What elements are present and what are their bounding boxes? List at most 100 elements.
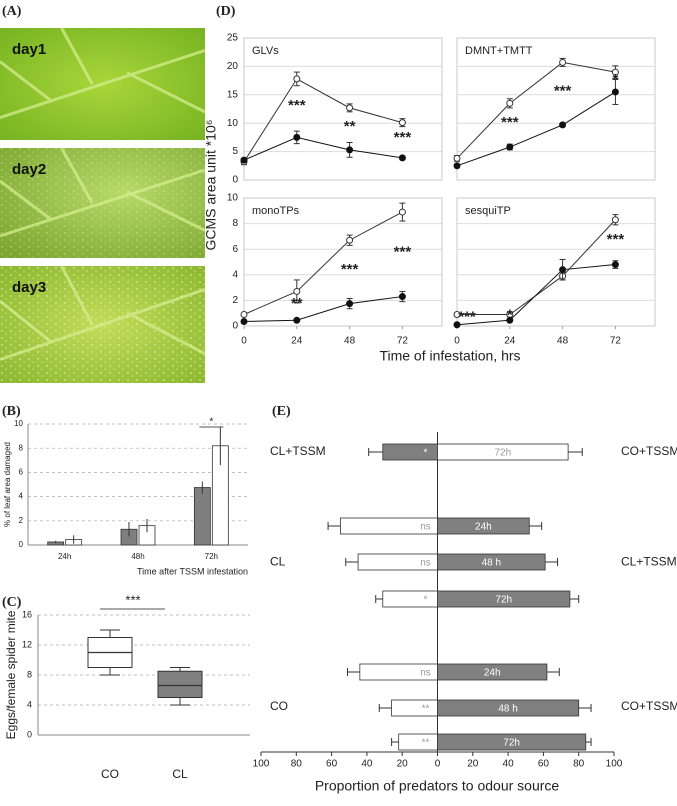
- data-point: [398, 119, 406, 127]
- series-line: [456, 91, 616, 167]
- day-label: day2: [12, 161, 46, 178]
- data-point: [398, 208, 406, 216]
- bar-label: ns: [420, 522, 431, 533]
- bar: [193, 487, 211, 546]
- x-tick-label: 20: [467, 759, 479, 770]
- data-point: [453, 310, 461, 318]
- significance-label: *: [507, 306, 513, 323]
- x-axis-label: Time of infestation, hrs: [379, 348, 520, 364]
- y-tick-label: 4: [232, 269, 238, 280]
- x-tick-label: 60: [326, 759, 338, 770]
- data-point: [559, 121, 567, 129]
- bar: [437, 733, 587, 751]
- y-tick-label: 8: [19, 443, 24, 452]
- significance-label: **: [291, 295, 303, 312]
- x-axis-label: Proportion of predators to odour source: [315, 778, 560, 794]
- y-tick-label: 0: [19, 540, 24, 549]
- left-group-label: CL: [270, 555, 286, 569]
- y-tick-label: 6: [19, 468, 24, 477]
- bar-label: 72h: [494, 448, 511, 459]
- right-group-label: CO+TSSM: [621, 699, 677, 713]
- significance-label: ***: [458, 309, 476, 326]
- subplot-title: sesquiTP: [465, 205, 511, 217]
- day-label: day3: [12, 279, 46, 296]
- subplot-title: DMNT+TMTT: [465, 45, 533, 57]
- bar: [398, 733, 438, 751]
- series-line: [243, 78, 403, 163]
- y-tick-label: 8: [232, 218, 238, 229]
- bar: [437, 553, 546, 571]
- significance-label: ***: [341, 261, 359, 278]
- y-tick-label: 6: [232, 244, 238, 255]
- left-group-label: CO: [270, 699, 288, 713]
- y-tick-label: 0: [232, 321, 238, 332]
- significance-label: ***: [554, 83, 572, 100]
- bar-label: 72h: [495, 595, 512, 606]
- y-tick-label: 4: [19, 492, 24, 501]
- bar: [437, 517, 530, 535]
- y-axis-label: Eggs/female spider mite: [4, 610, 18, 739]
- x-tick-label: 80: [573, 759, 585, 770]
- data-point: [240, 310, 248, 318]
- y-axis-label: GCMS area unit *10⁶: [203, 119, 219, 250]
- bar: [437, 443, 569, 461]
- y-tick-label: 4: [27, 699, 32, 709]
- x-tick-label: 80: [291, 759, 303, 770]
- day-label: day1: [12, 41, 46, 58]
- bar: [437, 590, 571, 608]
- x-tick-label: 48: [344, 336, 356, 347]
- bar-label: ns: [420, 558, 431, 569]
- data-point: [506, 316, 514, 324]
- significance-label: ***: [607, 231, 625, 248]
- data-point: [240, 318, 248, 326]
- bar-label: ns: [420, 668, 431, 679]
- data-point: [346, 300, 354, 308]
- y-axis-label: % of leaf area damaged: [3, 442, 12, 527]
- leaf-vein: [0, 27, 206, 120]
- x-tick-label: CO: [101, 767, 119, 781]
- x-tick-label: 24: [291, 336, 303, 347]
- significance-label: **: [344, 118, 356, 135]
- y-tick-label: 20: [227, 61, 239, 72]
- subplot-frame: [456, 37, 656, 181]
- data-point: [293, 75, 301, 83]
- significance-label: ***: [288, 97, 306, 114]
- leaf-damage: [0, 148, 205, 258]
- y-tick-label: 2: [19, 516, 24, 525]
- data-point: [346, 146, 354, 154]
- y-tick-label: 10: [227, 118, 239, 129]
- right-group-label: CO+TSSM: [621, 444, 677, 458]
- y-tick-label: 12: [22, 639, 32, 649]
- significance-label: ***: [125, 592, 140, 607]
- data-point: [506, 99, 514, 107]
- data-point: [293, 316, 301, 324]
- data-point: [293, 133, 301, 141]
- series-line: [243, 296, 403, 323]
- box: [157, 670, 203, 698]
- data-point: [293, 287, 301, 295]
- bar: [382, 590, 438, 608]
- x-tick-label: 0: [241, 336, 247, 347]
- bar-label: 24h: [484, 668, 501, 679]
- panel-label: (B): [2, 404, 21, 419]
- right-group-label: CL+TSSM: [621, 555, 677, 569]
- data-point: [611, 216, 619, 224]
- leaf-damage: [0, 266, 205, 383]
- significance-label: *: [612, 71, 618, 88]
- significance-label: *: [209, 417, 213, 428]
- bar-label: 48 h: [482, 558, 501, 569]
- data-point: [559, 266, 567, 274]
- y-tick-label: 8: [27, 669, 32, 679]
- subplot-frame: [243, 197, 443, 327]
- bar-label: *: [424, 595, 428, 606]
- x-tick-label: 20: [397, 759, 409, 770]
- y-tick-label: 25: [227, 33, 239, 44]
- bar-label: *: [424, 448, 428, 459]
- series-line: [243, 211, 403, 315]
- y-tick-label: 16: [22, 609, 32, 619]
- subplot-title: GLVs: [252, 45, 279, 57]
- x-tick-label: 72: [610, 336, 622, 347]
- bar-label: **: [422, 704, 430, 715]
- bar: [437, 663, 548, 681]
- left-group-label: CL+TSSM: [270, 444, 326, 458]
